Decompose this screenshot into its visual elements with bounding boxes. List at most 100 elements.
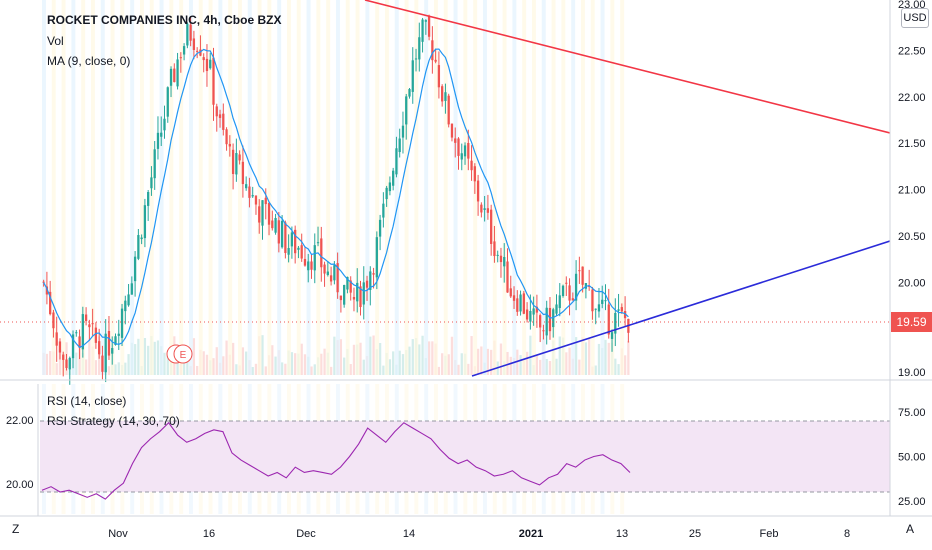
earnings-markers[interactable]: E [166,344,193,364]
moving-average-line [43,48,629,349]
candle-body [150,177,153,189]
volume-bar [215,347,218,375]
session-band [277,0,282,375]
indicator-rsi[interactable]: RSI (14, close) [47,394,127,408]
candle-body [463,145,467,157]
volume-bar [117,362,120,375]
volume-bar [254,363,258,375]
candle-body [369,271,372,290]
candle-body [241,161,245,185]
candle-body [248,186,251,198]
auto-scale-button[interactable]: A [906,522,915,536]
candle-body [460,153,463,160]
volume-bar [45,353,49,375]
session-band [365,0,370,375]
volume-bar [594,365,597,375]
candle-body [356,282,359,302]
session-band [434,0,438,375]
volume-bar [614,358,617,375]
session-band [81,0,86,375]
volume-bar [75,352,78,375]
session-band [179,0,184,375]
candle-body [561,285,565,296]
volume-bar [398,350,401,375]
volume-bar [548,361,552,375]
candle-body [427,16,431,37]
session-band [502,0,507,375]
currency-badge[interactable]: USD [901,8,929,28]
volume-bar [166,352,169,375]
price-tick-label: 22.00 [898,92,926,104]
candle-body [571,298,574,301]
candle-body [192,38,196,50]
time-tick-label: Feb [760,528,779,540]
candle-body [323,264,326,274]
candle-body [205,58,209,72]
candle-body [169,68,173,86]
session-band [355,0,360,375]
price-tick-label: 20.50 [898,231,926,243]
candle-body [231,149,235,174]
candle-body [107,330,111,356]
rsi-left-tick-label: 22.00 [6,415,34,427]
volume-bar [421,335,424,375]
candle-body [395,148,398,175]
candle-body [548,307,552,332]
volume-bar [476,348,480,375]
volume-bar [427,341,431,375]
candle-body [529,311,532,322]
volume-bar [460,353,463,375]
scale-mode-left-button[interactable]: Z [12,522,20,536]
candle-body [290,232,294,247]
price-axis[interactable]: 23.00 22.50 22.00 21.50 21.00 20.50 20.00 19.00 [898,0,926,379]
session-band [238,0,242,375]
candle-body [316,242,320,244]
candle-body [68,357,71,370]
candle-body [568,285,571,301]
session-band [120,0,125,375]
volume-bar [196,365,199,375]
candle-body [55,332,58,346]
candle-body [124,300,127,312]
volume-bar [558,336,561,375]
candle-body [408,89,411,97]
candle-body [320,238,323,268]
candle-body [225,129,228,145]
candle-body [601,299,604,304]
price-tick-label: 22.50 [898,45,926,57]
price-tick-label: 19.00 [898,367,926,379]
volume-bar [320,353,323,375]
candle-body [333,265,336,281]
candle-body [385,187,388,200]
candle-body [284,222,287,253]
candle-body [392,170,395,186]
indicator-ma[interactable]: MA (9, close, 0) [47,54,131,68]
volume-bar [574,337,578,375]
volume-bar [153,341,156,375]
session-band [51,0,56,375]
volume-bar [388,359,392,375]
session-band [169,0,174,375]
candle-body [101,355,104,372]
indicator-rsi-strategy[interactable]: RSI Strategy (14, 30, 70) [47,414,180,428]
volume-bar [84,359,88,375]
candle-body [372,273,375,275]
volume-bar [467,363,470,375]
candle-body [179,57,182,59]
candle-body [588,285,591,287]
trendlines[interactable] [364,0,891,377]
candle-body [405,96,408,125]
chart-title[interactable]: ROCKET COMPANIES INC, 4h, Cboe BZX [47,13,281,27]
candle-body [58,341,62,353]
candle-body [274,218,277,233]
volume-bar [280,362,284,375]
candle-body [329,275,333,282]
time-axis[interactable]: Nov 16 Dec 14 2021 13 25 Feb 8 [108,528,850,540]
volume-bar [192,338,196,375]
volume-bar [333,336,336,375]
volume-bar [392,351,395,375]
indicator-vol[interactable]: Vol [47,34,64,48]
time-tick-label: Nov [108,528,128,540]
session-band [483,0,487,375]
